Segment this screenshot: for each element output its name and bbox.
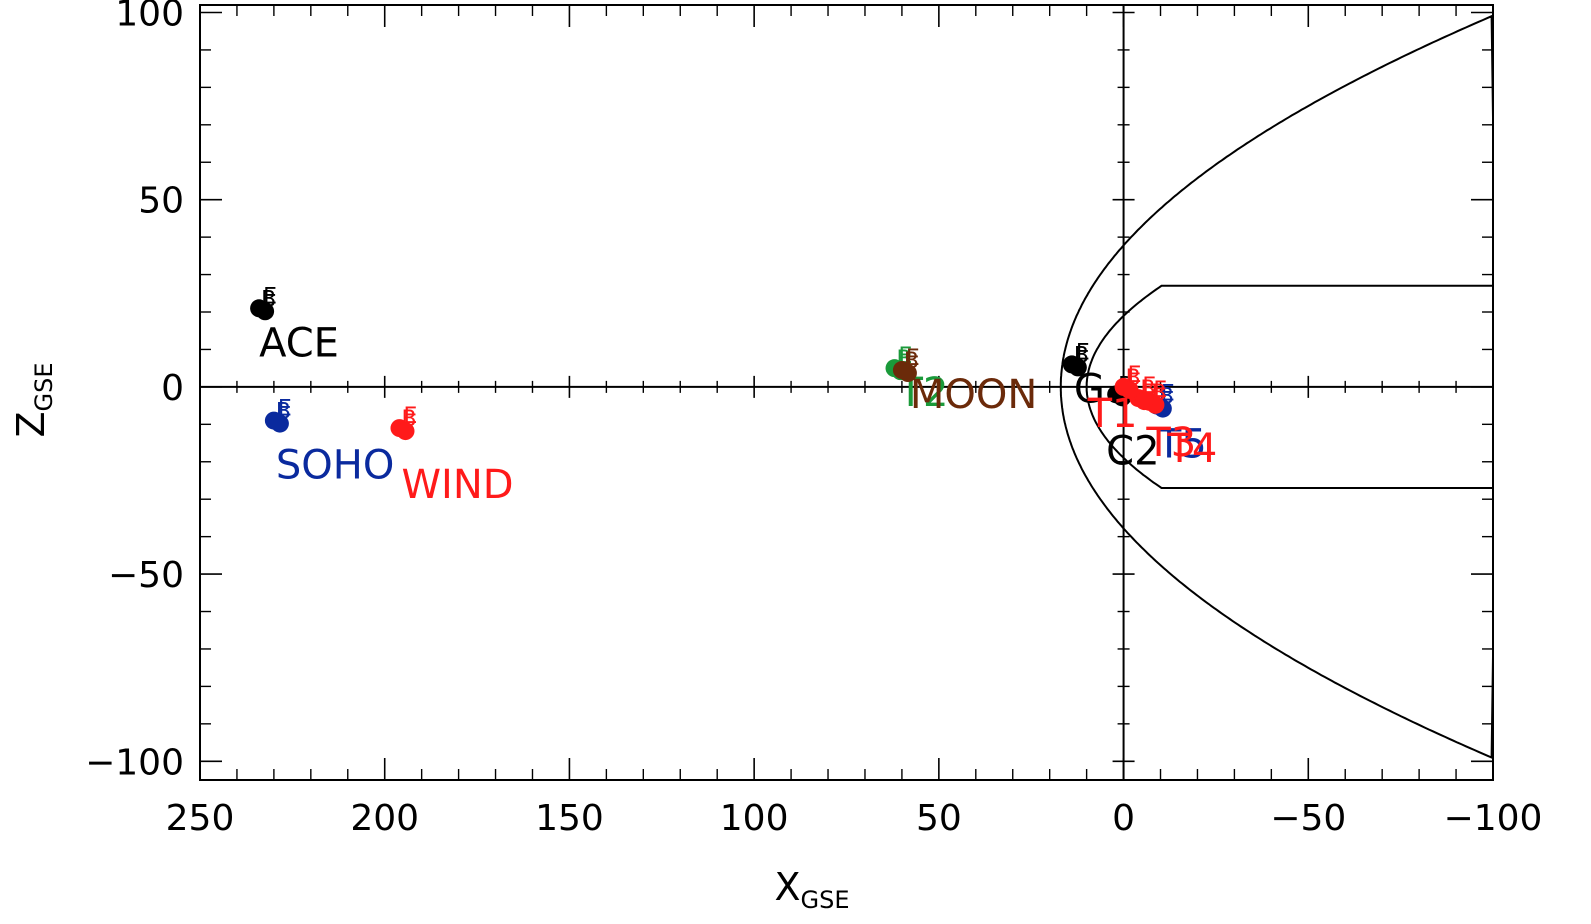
position-marker-E: E bbox=[906, 346, 920, 371]
spacecraft-label: MOON bbox=[910, 372, 1037, 418]
x-tick-label: −50 bbox=[1270, 798, 1346, 839]
position-marker-E: E bbox=[403, 404, 417, 429]
position-marker-B: B bbox=[1151, 381, 1166, 406]
spacecraft-label: ACE bbox=[259, 320, 339, 366]
position-marker-B: B bbox=[1126, 366, 1141, 391]
position-marker-B: B bbox=[1140, 377, 1155, 402]
spacecraft-label: T5 bbox=[1156, 422, 1207, 468]
position-marker-E: E bbox=[263, 284, 277, 309]
x-tick-label: 0 bbox=[1112, 798, 1135, 839]
x-axis-subscript: GSE bbox=[801, 886, 850, 914]
spacecraft-point-trail bbox=[1135, 392, 1154, 411]
x-tick-label: 200 bbox=[350, 798, 419, 839]
y-tick-label: 50 bbox=[138, 181, 184, 222]
spacecraft-point-trail bbox=[270, 414, 289, 433]
spacecraft-label: WIND bbox=[401, 462, 513, 508]
position-marker-E: E bbox=[1076, 340, 1090, 365]
plot-frame bbox=[199, 4, 1494, 781]
y-axis-subscript: GSE bbox=[30, 362, 58, 411]
axis-ticks-layer: 250 200 150 100 50 0 −50 −100 100 50 0 −50 −100 bbox=[85, 0, 1542, 839]
spacecraft-label: T1 bbox=[1087, 391, 1138, 437]
spacecraft-point-trail bbox=[898, 364, 917, 383]
y-tick-label: 100 bbox=[115, 0, 184, 34]
bow-shock-curve bbox=[1059, 14, 1494, 759]
position-marker-E: E bbox=[1153, 378, 1167, 403]
x-tick-label: 100 bbox=[720, 798, 789, 839]
x-tick-label: 50 bbox=[916, 798, 962, 839]
x-tick-label: 150 bbox=[535, 798, 604, 839]
spacecraft-point-trail bbox=[396, 422, 415, 441]
y-axis-title: ZGSE bbox=[9, 362, 58, 437]
position-marker-E: E bbox=[1128, 363, 1142, 388]
spacecraft-label: SOHO bbox=[276, 443, 394, 489]
spacecraft-point-trail bbox=[256, 302, 275, 321]
x-tick-label: −100 bbox=[1444, 798, 1543, 839]
position-marker-E: E bbox=[1142, 374, 1156, 399]
y-tick-label: −50 bbox=[108, 555, 184, 596]
y-tick-label: −100 bbox=[85, 742, 184, 783]
spacecraft-point-trail bbox=[1120, 380, 1139, 399]
spacecraft-label: T3 bbox=[1145, 420, 1196, 466]
spacecraft-label: G bbox=[1074, 366, 1105, 412]
position-marker-E: E bbox=[278, 397, 292, 422]
plot-frame-layer bbox=[199, 4, 1494, 781]
spacecraft-point-trail bbox=[1068, 358, 1087, 377]
position-marker-B: B bbox=[276, 400, 291, 425]
position-marker-B: B bbox=[261, 287, 276, 312]
position-marker-E: E bbox=[1161, 382, 1175, 407]
y-tick-label: 0 bbox=[161, 368, 184, 409]
x-axis-title: XGSE bbox=[774, 865, 849, 914]
spacecraft-label: T4 bbox=[1166, 426, 1217, 472]
spacecraft-layer: BEACEBESOHOBEWINDBET2BEMOONBEGBC2BET5BET… bbox=[250, 284, 1217, 508]
position-marker-B: B bbox=[1074, 343, 1089, 368]
x-tick-label: 250 bbox=[166, 798, 235, 839]
spacecraft-label: C2 bbox=[1106, 428, 1159, 474]
position-marker-B: B bbox=[904, 349, 919, 374]
position-marker-B: B bbox=[401, 407, 416, 432]
